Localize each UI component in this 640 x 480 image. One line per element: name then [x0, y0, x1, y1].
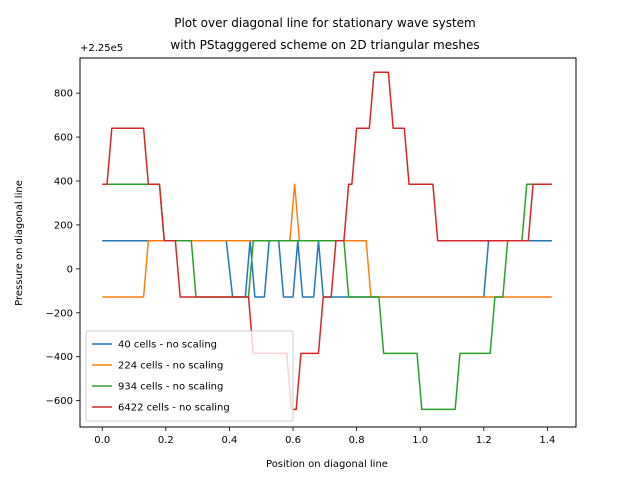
legend: 40 cells - no scaling 224 cells - no scal…: [85, 330, 294, 422]
x-tick-label: 0.8: [349, 435, 365, 446]
y-tick-label: −600: [46, 396, 73, 407]
chart-title-line-2: with PStagggered scheme on 2D triangular…: [170, 38, 479, 52]
y-tick-label: −200: [46, 308, 73, 319]
x-tick-label: 1.2: [476, 435, 492, 446]
y-tick-label: 600: [54, 133, 73, 144]
y-tick-label: 800: [54, 89, 73, 100]
legend-label-1: 224 cells - no scaling: [118, 361, 223, 372]
series-layer: [102, 71, 552, 411]
y-tick-label: −400: [46, 352, 73, 363]
y-offset-label: +2.25e5: [80, 43, 123, 54]
axes-frame: [79, 57, 577, 428]
x-tick-label: 0.6: [285, 435, 301, 446]
x-tick-label: 0.4: [221, 435, 237, 446]
y-axis: −600 −400 −200 0 200 400 600 800: [46, 89, 80, 407]
x-tick-label: 0.2: [158, 435, 174, 446]
y-tick-label: 200: [54, 220, 73, 231]
x-axis-label: Position on diagonal line: [266, 459, 388, 470]
legend-label-0: 40 cells - no scaling: [118, 340, 217, 351]
chart-title-line-1: Plot over diagonal line for stationary w…: [174, 16, 476, 30]
y-tick-label: 400: [54, 177, 73, 188]
legend-box: [85, 330, 294, 422]
y-tick-label: 0: [67, 264, 73, 275]
y-axis-label: Pressure on diagonal line: [14, 180, 25, 306]
series-line-1: [102, 183, 552, 298]
x-tick-label: 1.0: [412, 435, 428, 446]
legend-label-2: 934 cells - no scaling: [118, 382, 223, 393]
x-tick-label: 1.4: [539, 435, 555, 446]
x-tick-label: 0.0: [94, 435, 110, 446]
series-line-2: [102, 183, 552, 411]
x-axis: 0.0 0.2 0.4 0.6 0.8 1.0 1.2 1.4: [94, 427, 555, 446]
series-line-3: [102, 71, 552, 411]
legend-label-3: 6422 cells - no scaling: [118, 403, 230, 414]
